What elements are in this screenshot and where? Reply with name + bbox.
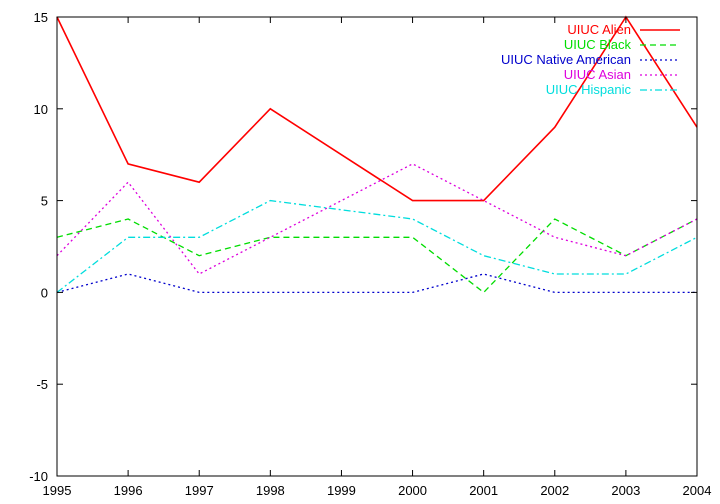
x-tick-label: 2000 — [398, 483, 427, 498]
y-tick-label: 15 — [34, 10, 48, 25]
series-layer — [56, 15, 698, 294]
legend-label: UIUC Alien — [567, 22, 631, 37]
y-tick-label: 10 — [34, 102, 48, 117]
y-tick-label: 0 — [41, 285, 48, 300]
legend-label: UIUC Asian — [564, 67, 631, 82]
legend-label: UIUC Hispanic — [546, 82, 632, 97]
x-tick-label: 1997 — [185, 483, 214, 498]
y-tick-label: -5 — [36, 377, 48, 392]
series-line-2 — [56, 273, 697, 294]
x-tick-label: 2004 — [683, 483, 712, 498]
x-tick-label: 2002 — [540, 483, 569, 498]
axis-ticks: 1995 1996 1997 1998 1999 2000 2001 2002 2003 2004… — [29, 10, 711, 498]
series-line-3 — [56, 163, 698, 275]
plot-frame — [56, 16, 698, 477]
legend-label: UIUC Native American — [501, 52, 631, 67]
series-line-0 — [56, 15, 698, 202]
legend-label: UIUC Black — [564, 37, 632, 52]
x-tick-label: 1996 — [114, 483, 143, 498]
x-tick-label: 2003 — [611, 483, 640, 498]
x-tick-label: 1995 — [43, 483, 72, 498]
x-tick-label: 1998 — [256, 483, 285, 498]
x-tick-label: 1999 — [327, 483, 356, 498]
series-line-1 — [56, 218, 698, 294]
x-tick-label: 2001 — [469, 483, 498, 498]
y-tick-label: -10 — [29, 469, 48, 484]
series-line-4 — [56, 199, 698, 293]
y-tick-label: 5 — [41, 194, 48, 209]
